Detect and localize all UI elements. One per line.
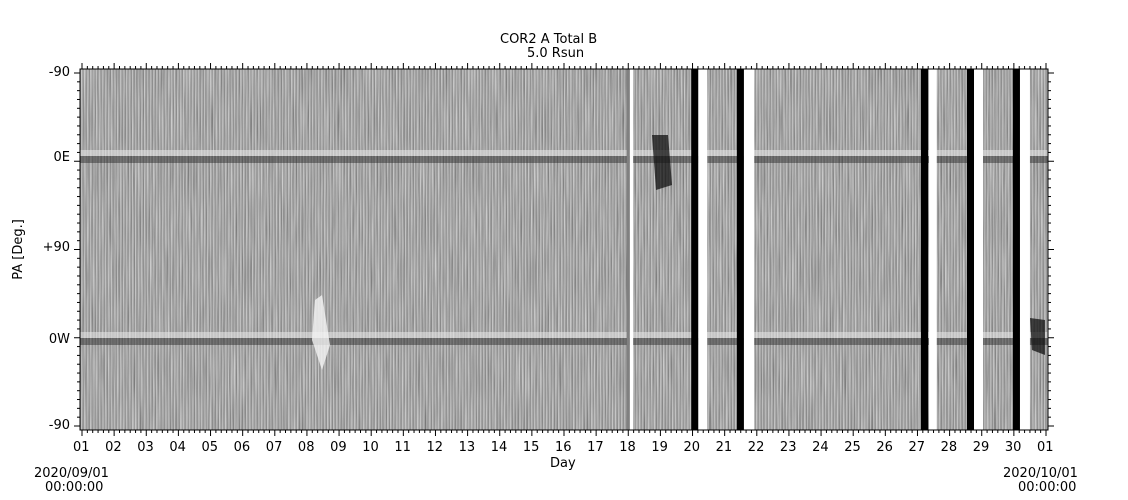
end-date: 2020/10/01 (1003, 466, 1078, 481)
data-gap-white (974, 69, 984, 430)
y-tick-label: -90 (48, 418, 70, 433)
data-gap-white (1019, 69, 1030, 430)
data-gap-black (921, 69, 929, 430)
cme-feature (652, 135, 672, 190)
x-tick-label: 24 (812, 440, 829, 455)
y-tick-label: +90 (42, 240, 70, 255)
data-gap-white (629, 69, 634, 430)
x-tick-label: 16 (555, 440, 572, 455)
x-tick-label: 05 (201, 440, 219, 455)
x-tick-label: 01 (1037, 440, 1054, 455)
y-tick-label: -90 (48, 65, 70, 80)
data-gap-gray (626, 69, 630, 430)
data-gap-white (929, 69, 937, 430)
streamer-dark-0E (80, 156, 1048, 163)
x-tick-label: 12 (426, 440, 443, 455)
x-tick-label: 10 (362, 440, 379, 455)
streamer-dark-0W (80, 338, 1048, 345)
x-tick-label: 26 (876, 440, 893, 455)
data-gap-white (698, 69, 708, 430)
chart-subtitle: 5.0 Rsun (527, 46, 585, 61)
y-axis-label: PA [Deg.] (10, 219, 26, 280)
x-tick-label: 18 (619, 440, 636, 455)
x-tick-label: 02 (105, 440, 122, 455)
y-tick-label: 0E (53, 150, 71, 165)
y-tick-label: 0W (48, 332, 70, 347)
x-tick-label: 23 (779, 440, 797, 455)
cme-feature (312, 295, 330, 370)
data-gap-black (691, 69, 699, 430)
x-tick-label: 22 (747, 440, 765, 455)
x-tick-label: 04 (169, 440, 186, 455)
start-date: 2020/09/01 (34, 466, 109, 481)
x-tick-label: 27 (908, 440, 925, 455)
cme-feature (1030, 318, 1045, 355)
start-time: 00:00:00 (45, 480, 104, 495)
x-tick-label: 15 (522, 440, 540, 455)
data-gap-black (966, 69, 975, 430)
streamer-bright-0E (80, 150, 1048, 156)
x-tick-label: 08 (297, 440, 315, 455)
plot-area (80, 69, 1048, 430)
x-tick-label: 06 (233, 440, 251, 455)
x-tick-label: 03 (137, 440, 154, 455)
x-tick-label: 13 (458, 440, 476, 455)
x-tick-label: 19 (651, 440, 668, 455)
x-tick-label: 09 (330, 440, 347, 455)
axes (74, 63, 1054, 436)
x-axis-label: Day (550, 456, 576, 471)
data-gap-black (736, 69, 744, 430)
x-tick-label: 01 (73, 440, 90, 455)
streamer-bright-0W (80, 332, 1048, 338)
image-noise (80, 69, 1048, 430)
data-gap-white (743, 69, 755, 430)
x-tick-label: 25 (844, 440, 861, 455)
x-tick-label: 11 (394, 440, 411, 455)
x-tick-label: 07 (265, 440, 283, 455)
chart-title: COR2 A Total B (500, 32, 598, 47)
data-gap-black (1012, 69, 1020, 430)
end-time: 00:00:00 (1018, 480, 1077, 495)
x-tick-label: 21 (715, 440, 733, 455)
x-tick-label: 28 (940, 440, 958, 455)
x-tick-label: 20 (683, 440, 701, 455)
x-tick-label: 29 (972, 440, 990, 455)
x-tick-label: 30 (1004, 440, 1022, 455)
x-tick-label: 14 (490, 440, 508, 455)
x-tick-label: 17 (587, 440, 604, 455)
